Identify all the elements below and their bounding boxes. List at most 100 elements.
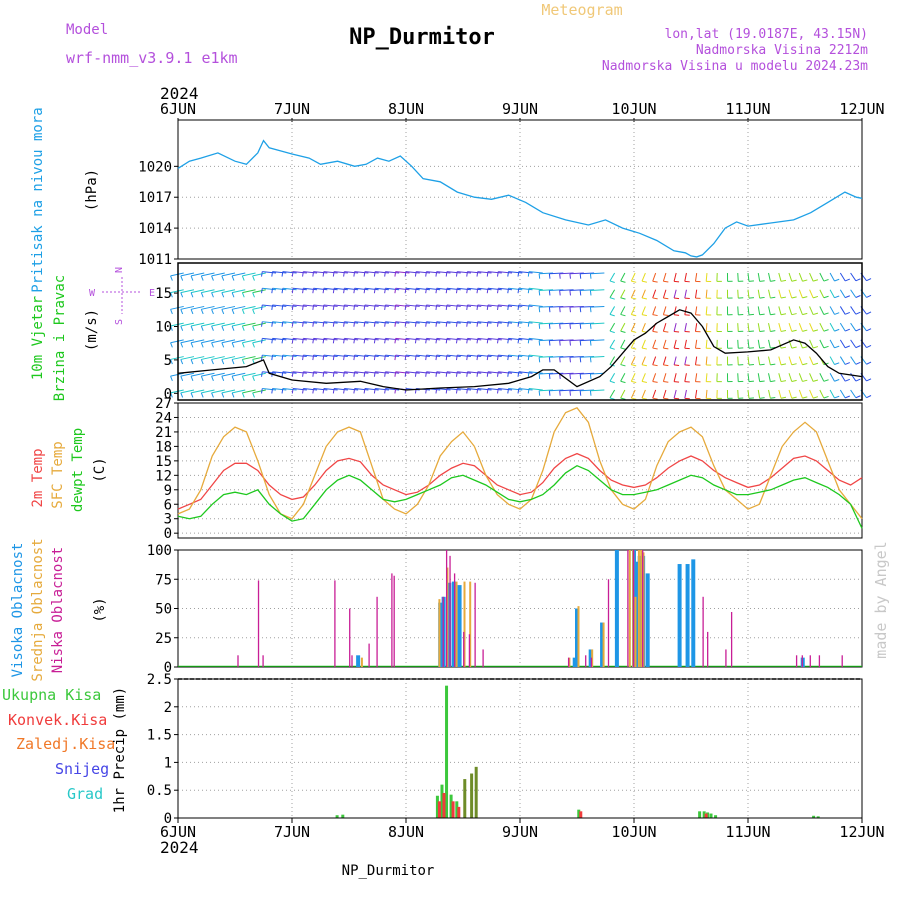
cloud-bar <box>482 649 484 667</box>
wind-barb <box>652 272 657 282</box>
wind-barb-flag <box>579 357 582 363</box>
wind-barb <box>652 289 657 299</box>
wind-barb <box>334 388 348 391</box>
wind-barb <box>334 337 348 341</box>
wind-barb-flag <box>302 338 304 344</box>
wind-barb-flag <box>291 271 294 277</box>
wind-barb-flag <box>486 338 489 344</box>
wind-barb-flag <box>589 390 592 396</box>
wind-barb <box>778 389 782 399</box>
wind-barb-flag <box>190 375 194 381</box>
wind-barb-flag <box>271 271 274 277</box>
wind-barb <box>170 356 184 360</box>
wind-barb <box>528 271 543 274</box>
wind-barb-flag <box>620 347 626 350</box>
wind-barb <box>747 373 750 382</box>
wind-barb <box>252 372 266 377</box>
wind-barb <box>757 389 761 399</box>
wind-barb-flag <box>281 321 284 327</box>
wind-barb-flag <box>332 304 335 311</box>
wind-barb-flag <box>476 304 479 311</box>
wind-barb <box>170 322 184 327</box>
wind-barb-flag <box>589 290 592 296</box>
wind-barb-flag <box>302 355 304 361</box>
wind-barb <box>684 289 687 299</box>
wind-barb <box>262 271 277 274</box>
wind-barb-flag <box>652 397 658 400</box>
wind-barb-flag <box>507 321 509 327</box>
wind-barb-flag <box>548 290 551 296</box>
cloud-bar <box>818 655 821 667</box>
precip-bar <box>445 685 449 818</box>
wind-barb-flag <box>252 309 255 315</box>
wind-barb-flag <box>609 280 615 283</box>
wind-barb <box>829 356 835 365</box>
wind-barb <box>819 272 825 282</box>
cloud-bar <box>453 573 456 667</box>
wind-barb <box>344 287 359 291</box>
wind-barb <box>757 356 761 366</box>
wind-barb <box>457 304 472 307</box>
cloud-bar <box>446 567 449 667</box>
wind-barb <box>405 287 420 291</box>
wind-barb <box>528 354 543 358</box>
wind-barb-flag <box>589 323 592 329</box>
wind-barb-flag <box>674 364 680 366</box>
wind-barb <box>549 322 564 325</box>
wind-barb <box>580 322 595 325</box>
wind-barb <box>323 304 338 307</box>
wind-barb <box>446 337 461 341</box>
wind-barb <box>385 287 400 291</box>
wind-barb <box>364 354 379 358</box>
wind-barb <box>788 306 793 315</box>
temp-ylabel-2m: 2m Temp <box>30 448 46 507</box>
wind-barb-flag <box>844 345 851 349</box>
wind-barb-flag <box>221 359 225 365</box>
wind-barb-flag <box>241 325 245 331</box>
wind-speed-line <box>177 309 863 391</box>
cloud-ytick-label: 0 <box>164 660 172 676</box>
wind-barb-flag <box>322 355 325 361</box>
cloud-bar <box>841 655 843 667</box>
temp-ytick-label: 15 <box>155 454 172 470</box>
wind-barb-flag <box>631 380 637 384</box>
wind-barb <box>303 388 318 391</box>
wind-barb <box>620 389 626 399</box>
wind-barb <box>839 356 846 365</box>
wind-barb <box>170 389 184 394</box>
wind-barb-flag <box>620 313 626 317</box>
wind-barb <box>539 322 554 325</box>
wind-barb <box>344 304 359 307</box>
wind-barb-flag <box>663 381 669 383</box>
wind-barb-flag <box>466 355 468 361</box>
wind-barb-flag <box>353 355 356 361</box>
wind-barb-flag <box>200 275 204 281</box>
wind-barb <box>242 305 256 310</box>
wind-barb-flag <box>291 371 294 377</box>
wind-barb <box>652 373 657 382</box>
wind-barb-flag <box>435 288 438 294</box>
precip-bar <box>474 766 478 818</box>
wind-barb <box>180 356 195 360</box>
wind-barb <box>684 306 687 315</box>
wind-barb-flag <box>466 388 468 394</box>
meteogram-label: Meteogram <box>541 1 622 19</box>
cloud-bar <box>356 655 361 667</box>
wind-barb <box>446 371 461 374</box>
cloud-bar <box>391 573 393 667</box>
wind-barb <box>272 371 287 374</box>
wind-barb-flag <box>343 288 345 294</box>
wind-barb-flag <box>384 371 386 377</box>
wind-barb <box>747 306 750 315</box>
wind-barb-flag <box>812 346 819 349</box>
wind-barb <box>620 373 626 382</box>
wind-barb-flag <box>559 323 561 329</box>
wind-barb <box>364 388 379 391</box>
wind-barb <box>778 339 782 349</box>
wind-barb-flag <box>631 297 637 300</box>
wind-barb <box>850 272 857 282</box>
precip-bar <box>577 809 581 818</box>
wind-barb <box>292 337 307 341</box>
wind-barb <box>539 389 554 392</box>
wind-barb-flag <box>455 271 458 277</box>
